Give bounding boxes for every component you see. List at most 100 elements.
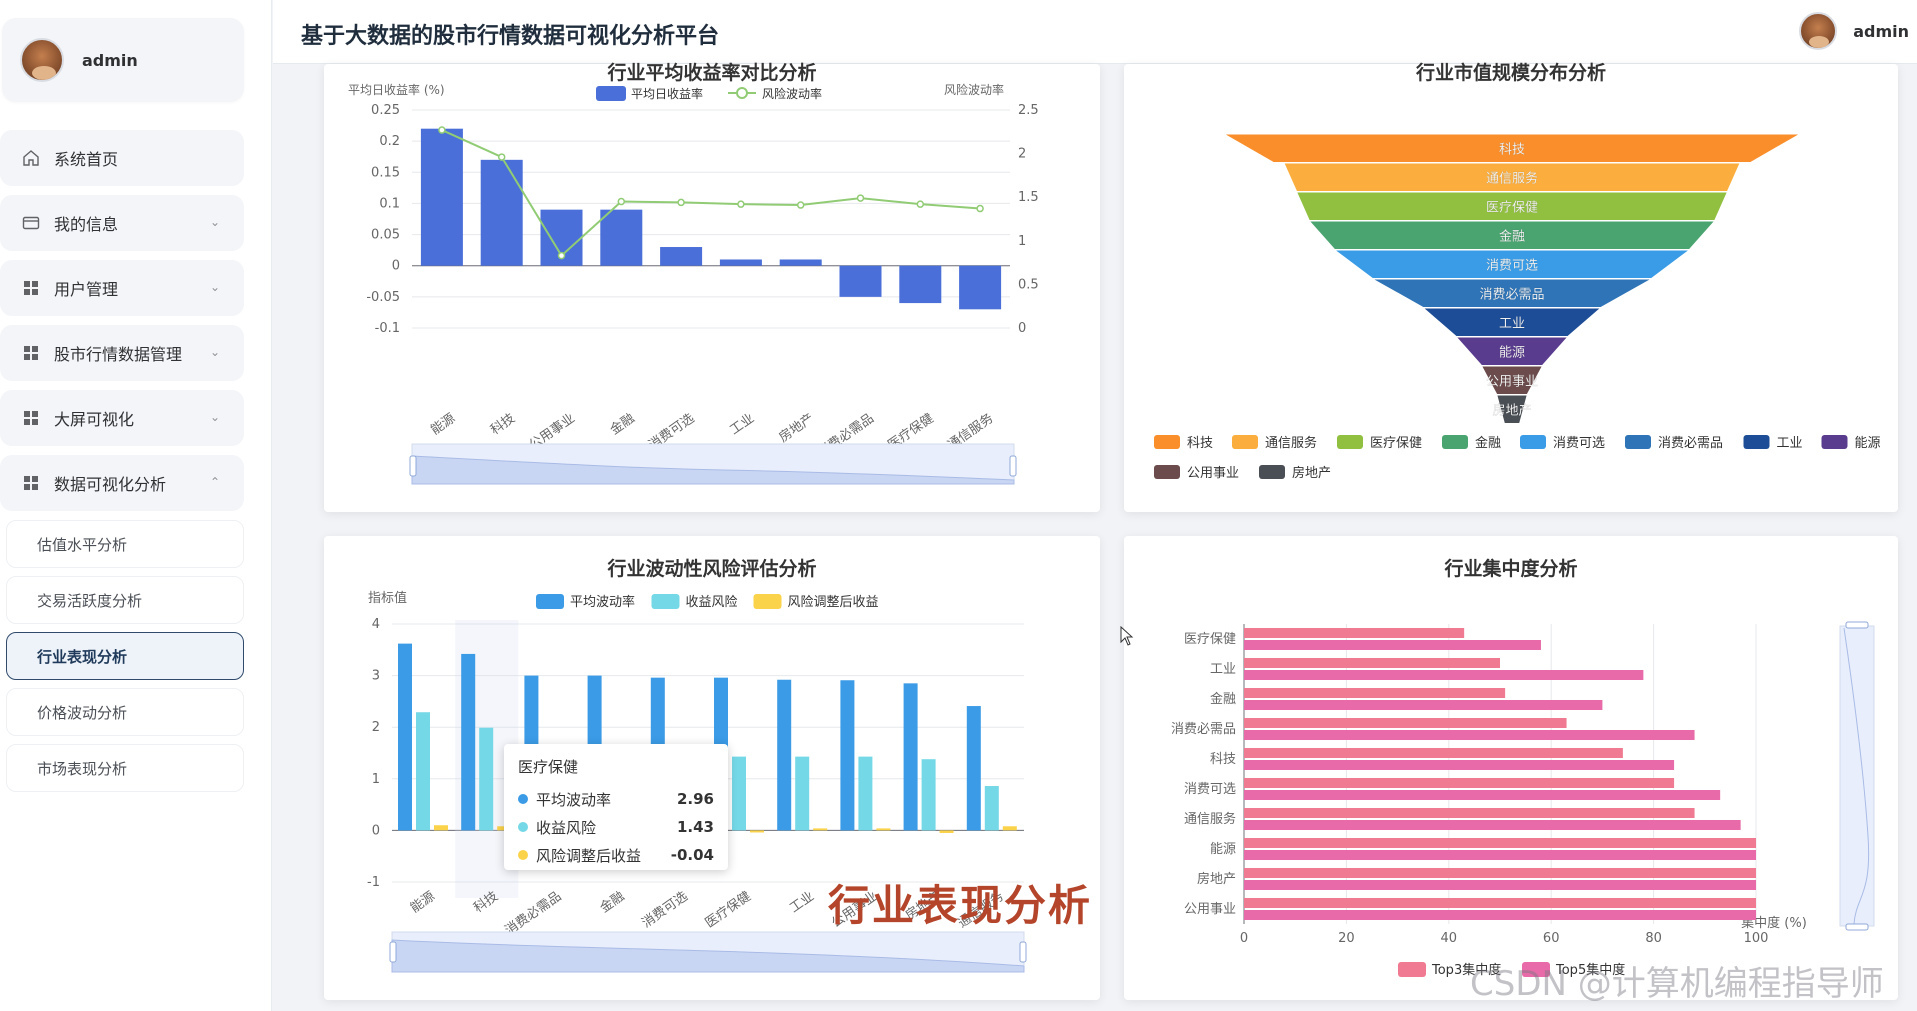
funnel-label: 房地产 bbox=[1492, 402, 1531, 418]
legend-swatch bbox=[596, 86, 626, 101]
bar bbox=[1244, 808, 1695, 818]
submenu-item-market-performance[interactable]: 市场表现分析 bbox=[6, 744, 244, 792]
legend-swatch bbox=[536, 594, 564, 609]
funnel-label: 医疗保健 bbox=[1486, 200, 1538, 215]
y-tick-label-right: 0 bbox=[1018, 321, 1026, 336]
bar bbox=[1002, 826, 1017, 831]
bar bbox=[1244, 628, 1465, 638]
tooltip-row: 风险调整后收益 -0.04 bbox=[518, 841, 714, 869]
y-tick-label: 0.05 bbox=[371, 228, 400, 243]
bar bbox=[1244, 688, 1506, 698]
x-tick-label: 40 bbox=[1441, 931, 1458, 946]
bar bbox=[876, 828, 891, 831]
chart-title: 行业市值规模分布分析 bbox=[1415, 62, 1606, 84]
sidebar-item-user-management[interactable]: 用户管理 ⌄ bbox=[0, 260, 244, 316]
chart-avg-return[interactable]: 平均日收益率 (%) 风险波动率 平均日收益率 风险波动率 0.25 0.2 0.15 0.1… bbox=[324, 64, 1100, 512]
bar bbox=[939, 830, 954, 833]
mouse-cursor-icon bbox=[1120, 626, 1134, 646]
series-dot-icon bbox=[518, 794, 528, 804]
tooltip-series-value: -0.04 bbox=[670, 846, 714, 864]
y-tick-label-right: 2 bbox=[1018, 147, 1026, 162]
bar bbox=[732, 756, 746, 831]
y-tick-label: 3 bbox=[372, 669, 380, 684]
sidebar-item-data-analysis[interactable]: 数据可视化分析 ⌃ bbox=[0, 455, 244, 511]
funnel-label: 金融 bbox=[1499, 228, 1525, 244]
sidebar-item-big-screen[interactable]: 大屏可视化 ⌄ bbox=[0, 390, 244, 446]
submenu-item-trading-activity[interactable]: 交易活跃度分析 bbox=[6, 576, 244, 624]
datazoom-handle bbox=[1009, 455, 1017, 477]
bar bbox=[840, 680, 855, 831]
tooltip-series-value: 1.43 bbox=[676, 818, 714, 836]
funnel-label: 消费可选 bbox=[1486, 258, 1538, 273]
bar bbox=[839, 265, 882, 297]
submenu-item-price-volatility[interactable]: 价格波动分析 bbox=[6, 688, 244, 736]
x-tick-label: 金融 bbox=[597, 888, 627, 916]
legend-label: 消费必需品 bbox=[1658, 436, 1723, 451]
y-tick-label: 通信服务 bbox=[1184, 811, 1236, 827]
y-tick-label: 0 bbox=[392, 259, 400, 274]
x-tick-label: 80 bbox=[1645, 931, 1662, 946]
legend-label: 科技 bbox=[1187, 436, 1213, 451]
datazoom-preview bbox=[391, 939, 1025, 973]
y-tick-label-right: 1.5 bbox=[1018, 190, 1039, 205]
home-icon bbox=[22, 149, 40, 167]
x-tick-label: 0 bbox=[1240, 931, 1248, 946]
legend-label: 房地产 bbox=[1292, 465, 1331, 481]
user-card[interactable]: admin bbox=[2, 18, 244, 102]
bar bbox=[479, 727, 494, 831]
legend-swatch bbox=[1442, 435, 1468, 449]
bar bbox=[984, 786, 999, 831]
chart-tooltip: 医疗保健 平均波动率 2.96 收益风险 1.43 风险调整后收益 -0.04 bbox=[504, 744, 728, 870]
datazoom-preview bbox=[411, 455, 1015, 485]
funnel-segment bbox=[1222, 133, 1802, 163]
bar bbox=[660, 247, 703, 266]
bar bbox=[921, 759, 936, 831]
sidebar-item-home[interactable]: 系统首页 bbox=[0, 130, 244, 186]
header-user-menu[interactable]: admin bbox=[1799, 12, 1909, 50]
datazoom-handle bbox=[1845, 621, 1869, 629]
bar bbox=[1244, 868, 1756, 878]
overlay-caption: 行业表现分析 bbox=[828, 881, 1093, 930]
legend-label: 工业 bbox=[1777, 436, 1803, 451]
submenu-item-industry-performance[interactable]: 行业表现分析 bbox=[6, 632, 244, 680]
legend-swatch bbox=[753, 594, 782, 609]
bar bbox=[899, 265, 942, 304]
y-axis-label-right: 风险波动率 bbox=[944, 82, 1004, 97]
card-icon bbox=[22, 214, 40, 232]
line-point bbox=[976, 204, 984, 213]
bar bbox=[777, 679, 792, 831]
bar bbox=[600, 209, 643, 266]
chart-title: 行业平均收益率对比分析 bbox=[607, 62, 817, 84]
x-tick-label: 能源 bbox=[428, 411, 458, 438]
sidebar-menu: 系统首页 我的信息 ⌄ 用户管理 ⌄ 股市行情数据管理 bbox=[0, 130, 244, 800]
sidebar-item-label: 大屏可视化 bbox=[54, 410, 135, 429]
bar bbox=[779, 259, 822, 266]
submenu-item-valuation[interactable]: 估值水平分析 bbox=[6, 520, 244, 568]
sidebar-item-label: 股市行情数据管理 bbox=[54, 345, 183, 364]
bar bbox=[461, 653, 476, 831]
sidebar-item-my-info[interactable]: 我的信息 ⌄ bbox=[0, 195, 244, 251]
bar bbox=[480, 159, 523, 266]
legend-label: 医疗保健 bbox=[1370, 436, 1422, 451]
funnel-segment bbox=[1496, 394, 1528, 424]
legend-label: 风险波动率 bbox=[762, 86, 822, 101]
funnel-label: 工业 bbox=[1499, 316, 1525, 331]
legend-label: 平均波动率 bbox=[570, 594, 635, 610]
avatar bbox=[1799, 12, 1838, 50]
line-point bbox=[737, 200, 745, 208]
datazoom-handle bbox=[389, 941, 397, 963]
datazoom-preview bbox=[1843, 627, 1870, 925]
legend-marker bbox=[736, 87, 748, 99]
series-line bbox=[441, 129, 981, 258]
tooltip-series-name: 收益风险 bbox=[536, 818, 597, 837]
funnel-label: 能源 bbox=[1499, 345, 1525, 360]
sidebar-item-stock-data-management[interactable]: 股市行情数据管理 ⌄ bbox=[0, 325, 244, 381]
line-point bbox=[438, 126, 446, 134]
chart-panel-market-cap: 行业市值规模分布分析 科技 通信服务 医疗保健 金融 消费可选 消费必需品 工业 能源 公用事业… bbox=[1124, 62, 1898, 512]
legend-swatch bbox=[1821, 435, 1848, 449]
funnel-label: 科技 bbox=[1499, 142, 1525, 157]
tooltip-series-value: 2.96 bbox=[676, 790, 714, 808]
y-tick-label: 医疗保健 bbox=[1184, 632, 1236, 647]
